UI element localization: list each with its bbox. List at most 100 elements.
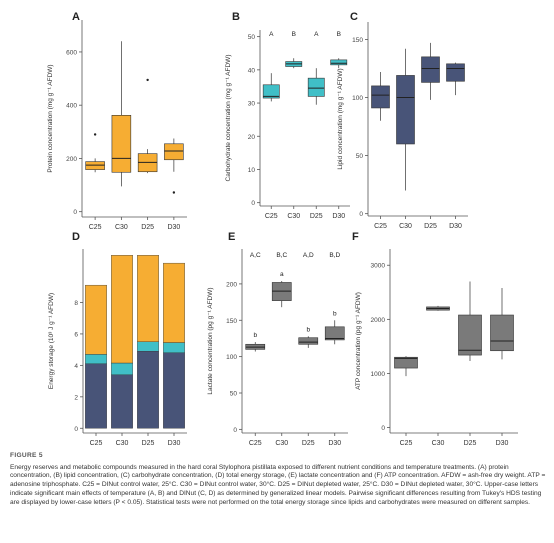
panel-f: F 0 1000 2000 3000 C25 C30 D25 D30 ATP concentrat…: [352, 231, 518, 447]
panel-b: B 0 10 20 30 40 50 C25 C30 D25 D30 Carbohydrate con…: [225, 11, 350, 220]
y-tick-label: 1000: [371, 371, 386, 378]
significance-letter: B,C: [276, 252, 287, 259]
y-tick-label: 200: [66, 156, 77, 163]
panel-e: E 0 50 100 150 200 C25 C30 D25 D30 Lactate concent…: [207, 231, 348, 447]
x-tick-label: C30: [275, 440, 288, 447]
x-tick-label: C25: [89, 224, 102, 231]
y-axis-title: Protein concentration (mg g⁻¹ AFDW): [47, 64, 54, 172]
box-d30: [324, 320, 345, 345]
box-body: [371, 85, 390, 109]
box-d30: [490, 287, 514, 360]
box-c30: [111, 41, 132, 187]
y-axis-title: Energy storage (10³ J g⁻¹ AFDW): [48, 293, 55, 389]
figure-label: FIGURE 5: [10, 452, 43, 459]
y-tick-label: 600: [66, 49, 77, 56]
bar-segment-d30: [163, 352, 185, 429]
significance-letter: A: [314, 31, 319, 38]
bar-segment-c25: [85, 354, 107, 365]
panel-d: D 0 2 4 6 8 C25 C30 D25 D30 Energy storage (10³ J …: [48, 231, 187, 447]
y-tick-label: 2000: [371, 317, 386, 324]
x-tick-label: D30: [449, 223, 462, 230]
x-tick-label: C30: [399, 223, 412, 230]
y-tick-label: 0: [381, 425, 385, 432]
bar-segment-d25: [137, 255, 159, 342]
bar-segment-c25: [85, 363, 107, 429]
y-tick-label: 20: [248, 134, 256, 141]
y-tick-label: 50: [248, 34, 256, 41]
significance-letter: A,C: [250, 252, 261, 259]
panel-c: C 0 50 100 150 C25 C30 D25 D30 Lipid concentratio…: [337, 11, 468, 230]
x-tick-label: C25: [265, 213, 278, 220]
outlier-point: [146, 78, 149, 82]
box-d25: [307, 68, 325, 105]
x-tick-label: D30: [496, 440, 509, 447]
x-tick-label: C30: [116, 440, 129, 447]
box-body: [111, 115, 132, 173]
significance-letter: B: [292, 31, 296, 38]
panel-label: E: [228, 231, 235, 243]
x-tick-label: D30: [332, 213, 345, 220]
box-d30: [446, 62, 465, 96]
y-tick-label: 4: [74, 363, 78, 370]
y-axis-title: Carbohydrate concentration (mg g⁻¹ AFDW): [225, 55, 232, 182]
box-body: [396, 75, 415, 145]
box-body: [394, 356, 418, 369]
y-tick-label: 150: [226, 318, 237, 325]
bar-segment-c30: [111, 362, 133, 376]
y-axis-title: ATP concentration (pg g⁻¹ AFDW): [355, 292, 362, 390]
box-body: [330, 59, 348, 66]
x-tick-label: D25: [464, 440, 477, 447]
y-tick-label: 100: [352, 95, 363, 102]
box-c25: [262, 73, 280, 102]
box-body: [458, 314, 482, 356]
y-tick-label: 0: [233, 427, 237, 434]
box-c25: [245, 342, 266, 352]
bar-segment-d25: [137, 341, 159, 352]
x-tick-label: D30: [167, 224, 180, 231]
y-tick-label: 50: [230, 391, 238, 398]
significance-letter: A: [269, 31, 274, 38]
y-tick-label: 400: [66, 103, 77, 110]
significance-letter: B,D: [329, 252, 340, 259]
figure-caption: FIGURE 5 Energy reserves and metabolic c…: [10, 452, 548, 507]
x-tick-label: C25: [90, 440, 103, 447]
y-tick-label: 0: [73, 209, 77, 216]
bar-segment-c30: [111, 255, 133, 364]
y-tick-label: 3000: [371, 263, 386, 270]
x-tick-label: D30: [328, 440, 341, 447]
y-tick-label: 150: [352, 37, 363, 44]
box-c25: [85, 133, 105, 173]
panel-label: F: [352, 231, 359, 243]
significance-letter: A,D: [303, 252, 314, 259]
y-tick-label: 0: [359, 211, 363, 218]
x-tick-label: D25: [141, 224, 154, 231]
box-c25: [371, 71, 390, 121]
panel-label: B: [232, 11, 240, 23]
x-tick-label: C25: [400, 440, 413, 447]
x-tick-label: C30: [115, 224, 128, 231]
bar-segment-d30: [163, 262, 185, 343]
box-d30: [330, 58, 348, 69]
caption-text: Energy reserves and metabolic compounds …: [10, 463, 546, 506]
panel-label: D: [72, 231, 80, 243]
bar-segment-c30: [111, 374, 133, 429]
box-body: [490, 314, 514, 352]
y-tick-label: 200: [226, 281, 237, 288]
x-tick-label: D25: [142, 440, 155, 447]
box-body: [446, 63, 465, 82]
box-c30: [285, 58, 303, 69]
significance-letter: B: [337, 31, 341, 38]
bar-segment-d25: [137, 351, 159, 429]
box-c30: [271, 281, 292, 308]
y-tick-label: 8: [74, 300, 78, 307]
y-tick-label: 10: [248, 167, 256, 174]
bar-segment-c25: [85, 284, 107, 355]
x-tick-label: D30: [168, 440, 181, 447]
box-body: [307, 77, 325, 97]
box-d30: [164, 138, 184, 194]
x-tick-label: D25: [424, 223, 437, 230]
y-tick-label: 30: [248, 101, 256, 108]
panel-a: A 0 200 400 600 C25 C30 D25 D30 Protein concentra…: [47, 11, 187, 231]
x-tick-label: C30: [287, 213, 300, 220]
